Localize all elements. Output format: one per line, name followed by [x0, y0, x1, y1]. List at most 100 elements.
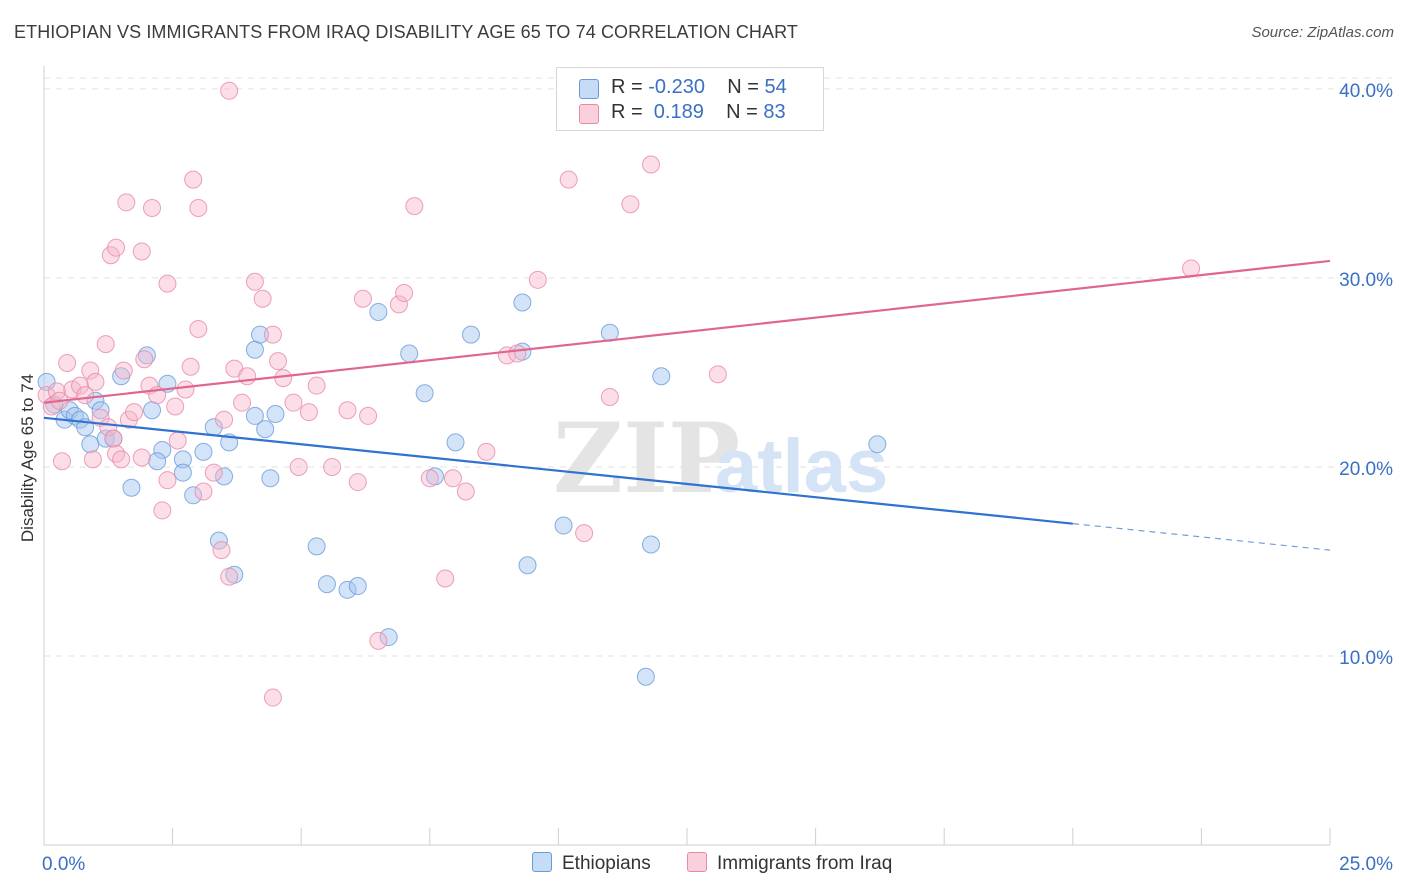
point-ethiopians: [148, 452, 167, 471]
r-value: 0.189: [648, 101, 704, 123]
point-iraq: [641, 155, 660, 174]
point-ethiopians: [81, 435, 100, 454]
legend-swatch-ethiopians: [579, 79, 599, 99]
point-iraq: [369, 631, 388, 650]
point-iraq: [107, 238, 126, 257]
point-iraq: [220, 567, 239, 586]
point-ethiopians: [518, 556, 537, 575]
trend-line-ethiopians: [43, 416, 1073, 525]
point-ethiopians: [338, 580, 357, 599]
point-iraq: [181, 357, 200, 376]
point-iraq: [117, 193, 136, 212]
point-iraq: [359, 406, 378, 425]
point-ethiopians: [215, 467, 234, 486]
point-iraq: [96, 335, 115, 354]
legend-item-ethiopians: Ethiopians: [532, 852, 651, 876]
point-iraq: [708, 365, 727, 384]
point-ethiopians: [194, 442, 213, 461]
point-ethiopians: [868, 435, 887, 454]
point-iraq: [395, 284, 414, 303]
point-iraq: [348, 473, 367, 492]
point-iraq: [575, 524, 594, 543]
point-iraq: [53, 452, 72, 471]
legend-label-ethiopians: Ethiopians: [562, 853, 651, 874]
point-ethiopians: [554, 516, 573, 535]
point-iraq: [204, 463, 223, 482]
n-value: 83: [763, 101, 786, 123]
x-tick-label: 0.0%: [42, 854, 85, 875]
point-iraq: [299, 403, 318, 422]
point-iraq: [443, 469, 462, 488]
point-iraq: [353, 289, 372, 308]
watermark: ZIP atlas: [553, 402, 888, 515]
trend-line-ethiopians-extension: [1072, 523, 1331, 551]
point-iraq: [621, 195, 640, 214]
point-ethiopians: [513, 293, 532, 312]
point-iraq: [289, 457, 308, 476]
point-ethiopians: [37, 372, 56, 391]
point-iraq: [212, 541, 231, 560]
x-tick-label: 25.0%: [1339, 854, 1393, 875]
point-ethiopians: [153, 440, 172, 459]
point-ethiopians: [307, 537, 326, 556]
point-iraq: [71, 376, 90, 395]
point-iraq: [135, 350, 154, 369]
point-iraq: [158, 274, 177, 293]
point-iraq: [436, 569, 455, 588]
point-ethiopians: [641, 535, 660, 554]
point-iraq: [83, 450, 102, 469]
point-ethiopians: [245, 406, 264, 425]
point-ethiopians: [143, 401, 162, 420]
legend-swatch-iraq: [579, 104, 599, 124]
point-iraq: [91, 408, 110, 427]
point-iraq: [168, 431, 187, 450]
point-ethiopians: [96, 429, 115, 448]
point-ethiopians: [251, 325, 270, 344]
point-iraq: [132, 448, 151, 467]
r-label: R =: [611, 101, 649, 123]
point-iraq: [456, 482, 475, 501]
y-axis-label: Disability Age 65 to 74: [18, 373, 37, 543]
point-iraq: [125, 403, 144, 422]
point-ethiopians: [173, 450, 192, 469]
point-iraq: [263, 325, 282, 344]
legend-label-iraq: Immigrants from Iraq: [717, 853, 893, 874]
point-iraq: [153, 501, 172, 520]
legend-swatch-ethiopians: [532, 852, 552, 872]
r-value: -0.230: [648, 76, 705, 98]
point-iraq: [338, 401, 357, 420]
point-ethiopians: [245, 340, 264, 359]
point-iraq: [81, 361, 100, 380]
legend-item-iraq: Immigrants from Iraq: [687, 852, 892, 876]
source-label: Source: ZipAtlas.com: [1251, 24, 1394, 41]
data-points: [37, 81, 1201, 707]
point-iraq: [215, 410, 234, 429]
point-iraq: [528, 270, 547, 289]
axes: [43, 66, 1331, 846]
point-iraq: [1182, 259, 1201, 278]
point-ethiopians: [173, 463, 192, 482]
point-iraq: [189, 198, 208, 217]
point-iraq: [58, 353, 77, 372]
point-iraq: [176, 380, 195, 399]
point-ethiopians: [317, 575, 336, 594]
point-iraq: [158, 471, 177, 490]
point-iraq: [166, 397, 185, 416]
point-iraq: [274, 369, 293, 388]
point-ethiopians: [122, 478, 141, 497]
tick-labels: 10.0% 20.0% 30.0% 40.0% 0.0% 25.0%: [42, 81, 1393, 875]
trend-lines: [43, 259, 1331, 551]
point-iraq: [112, 450, 131, 469]
point-ethiopians: [461, 325, 480, 344]
point-ethiopians: [369, 302, 388, 321]
point-ethiopians: [266, 405, 285, 424]
point-iraq: [194, 482, 213, 501]
point-ethiopians: [636, 667, 655, 686]
point-iraq: [245, 272, 264, 291]
point-iraq: [107, 444, 126, 463]
point-iraq: [600, 388, 619, 407]
point-ethiopians: [348, 577, 367, 596]
point-iraq: [132, 242, 151, 261]
point-iraq: [114, 361, 133, 380]
